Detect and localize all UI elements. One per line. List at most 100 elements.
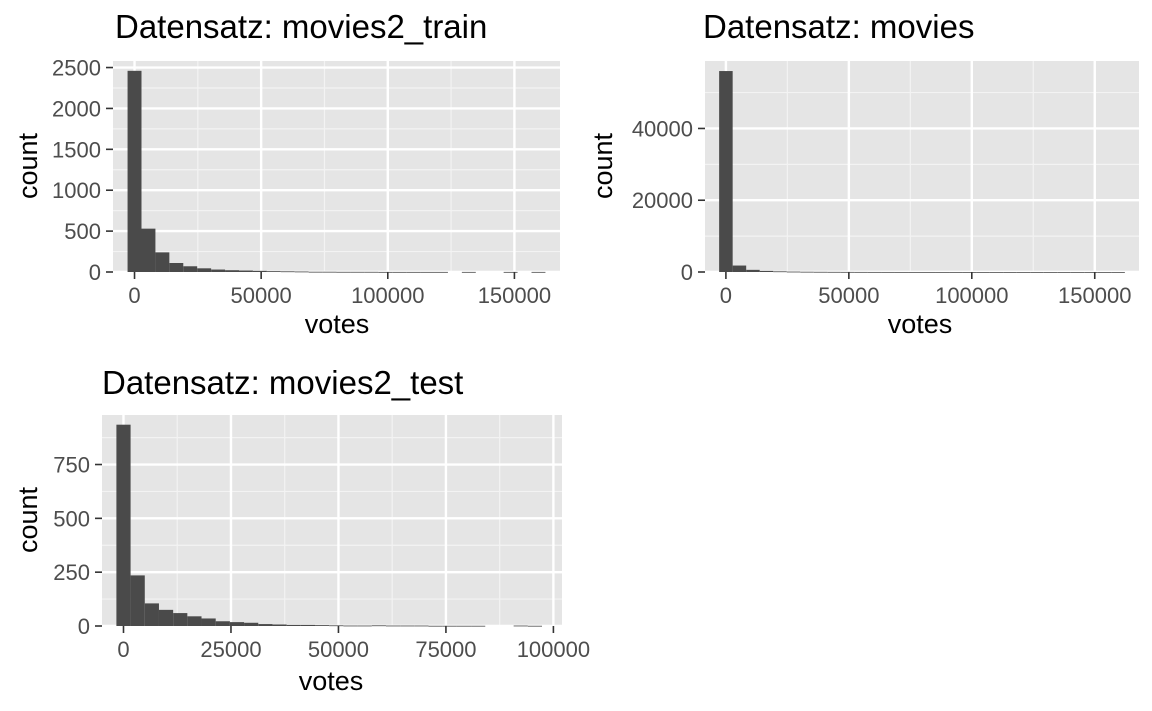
histogram-bar: [1057, 271, 1071, 273]
histogram-bar: [513, 625, 528, 627]
histogram-bar: [746, 269, 760, 272]
histogram-bar: [385, 625, 401, 627]
histogram-bar: [773, 271, 787, 273]
histogram-bar: [434, 271, 448, 273]
histogram-bar: [158, 609, 174, 626]
x-tick-label: 100000: [517, 637, 590, 662]
histogram-bar: [813, 271, 828, 273]
histogram-bar: [414, 625, 429, 627]
y-tick-label: 2500: [52, 56, 101, 81]
y-tick-label: 250: [53, 560, 90, 585]
histogram-bar: [456, 625, 472, 627]
histogram-bar: [531, 271, 546, 273]
histogram-bar: [364, 271, 379, 273]
y-tick-label: 500: [64, 219, 101, 244]
histogram-bar: [286, 624, 301, 626]
x-axis-title: votes: [888, 309, 953, 339]
histogram-bar: [130, 575, 145, 626]
y-tick-label: 1500: [52, 137, 101, 162]
histogram-bar: [343, 625, 358, 627]
histogram-bar: [867, 271, 882, 273]
y-tick-label: 1000: [52, 178, 101, 203]
x-tick-label: 100000: [351, 283, 424, 308]
histogram-bar: [442, 625, 457, 627]
histogram-bar: [322, 271, 337, 273]
histogram-bar: [800, 271, 814, 273]
y-axis-title: count: [13, 132, 43, 199]
x-tick-label: 100000: [935, 283, 1008, 308]
plot-background: [102, 415, 562, 626]
histogram-bar: [1097, 271, 1112, 273]
plot-area: 0 50000 100000 150000 0 500 1000 1500 2000 2500: [52, 56, 560, 308]
histogram-bar: [378, 271, 393, 273]
histogram-bar: [329, 625, 344, 627]
histogram-bar: [786, 271, 801, 273]
histogram-bar: [258, 624, 273, 626]
histogram-bar: [173, 613, 188, 626]
histogram-bar: [1003, 271, 1017, 273]
histogram-bar: [244, 622, 259, 626]
histogram-bar: [962, 271, 977, 273]
plot-area: 0 25000 50000 75000 100000 0 250 500 750: [53, 415, 590, 662]
y-tick-label: 40000: [632, 116, 693, 141]
histogram-bar: [922, 271, 936, 273]
histogram-bar: [719, 71, 733, 272]
histogram-bar: [183, 266, 198, 272]
plot-background: [113, 61, 560, 272]
histogram-bar: [854, 271, 868, 273]
x-axis-title: votes: [299, 666, 364, 696]
x-tick-label: 50000: [231, 283, 292, 308]
histogram-bar: [827, 271, 841, 273]
x-tick-label: 75000: [415, 637, 476, 662]
x-tick-label: 150000: [1058, 283, 1131, 308]
histogram-bar: [881, 271, 895, 273]
histogram-bar: [280, 271, 295, 273]
histogram-bar: [935, 271, 950, 273]
y-tick-label: 0: [89, 260, 101, 285]
histogram-bar: [357, 625, 372, 627]
histogram-bar: [461, 271, 476, 273]
y-tick-label: 20000: [632, 188, 693, 213]
x-axis-title: votes: [305, 309, 370, 339]
x-tick-label: 50000: [308, 637, 369, 662]
panel-movies: Datensatz: movies 0 50000 100000 150000 0 200…: [588, 8, 1139, 339]
histogram-bar: [1016, 271, 1031, 273]
histogram-bar: [732, 265, 747, 272]
histogram-bar: [169, 263, 184, 272]
histogram-bar: [1111, 271, 1125, 273]
plot-area: 0 50000 100000 150000 0 20000 40000: [632, 61, 1139, 308]
histogram-bar: [187, 616, 202, 626]
x-tick-label: 0: [117, 637, 129, 662]
histogram-bar: [272, 624, 287, 626]
histogram-bar: [201, 618, 216, 626]
histogram-bar: [215, 621, 230, 626]
histogram-bar: [406, 271, 421, 273]
panel-title: Datensatz: movies: [703, 8, 974, 45]
histogram-bar: [197, 268, 212, 272]
panel-movies2-train: Datensatz: movies2_train 0 50000 100000 150…: [13, 8, 560, 339]
histogram-bar: [503, 271, 518, 273]
x-tick-label: 0: [128, 283, 140, 308]
histogram-bar: [527, 625, 543, 627]
histogram-bar: [350, 271, 365, 273]
panel-movies2-test: Datensatz: movies2_test 0 25000 50000 75000…: [13, 364, 590, 696]
histogram-bar: [141, 228, 156, 272]
histogram-bar: [989, 271, 1004, 273]
histogram-bar: [300, 624, 316, 626]
histogram-bar: [127, 70, 142, 272]
histogram-bar: [371, 625, 386, 627]
histogram-bar: [428, 625, 443, 627]
histogram-bar: [211, 269, 226, 272]
histogram-bar: [840, 271, 855, 273]
histogram-bar: [336, 271, 351, 273]
y-tick-label: 0: [78, 614, 90, 639]
panel-title: Datensatz: movies2_test: [102, 364, 463, 401]
histogram-bar: [308, 271, 323, 273]
histogram-bar: [400, 625, 415, 627]
histogram-bar: [225, 270, 239, 272]
histogram-bar: [976, 271, 990, 273]
y-axis-title: count: [588, 132, 618, 199]
histogram-bar: [252, 270, 267, 272]
histogram-bar: [1070, 271, 1085, 273]
